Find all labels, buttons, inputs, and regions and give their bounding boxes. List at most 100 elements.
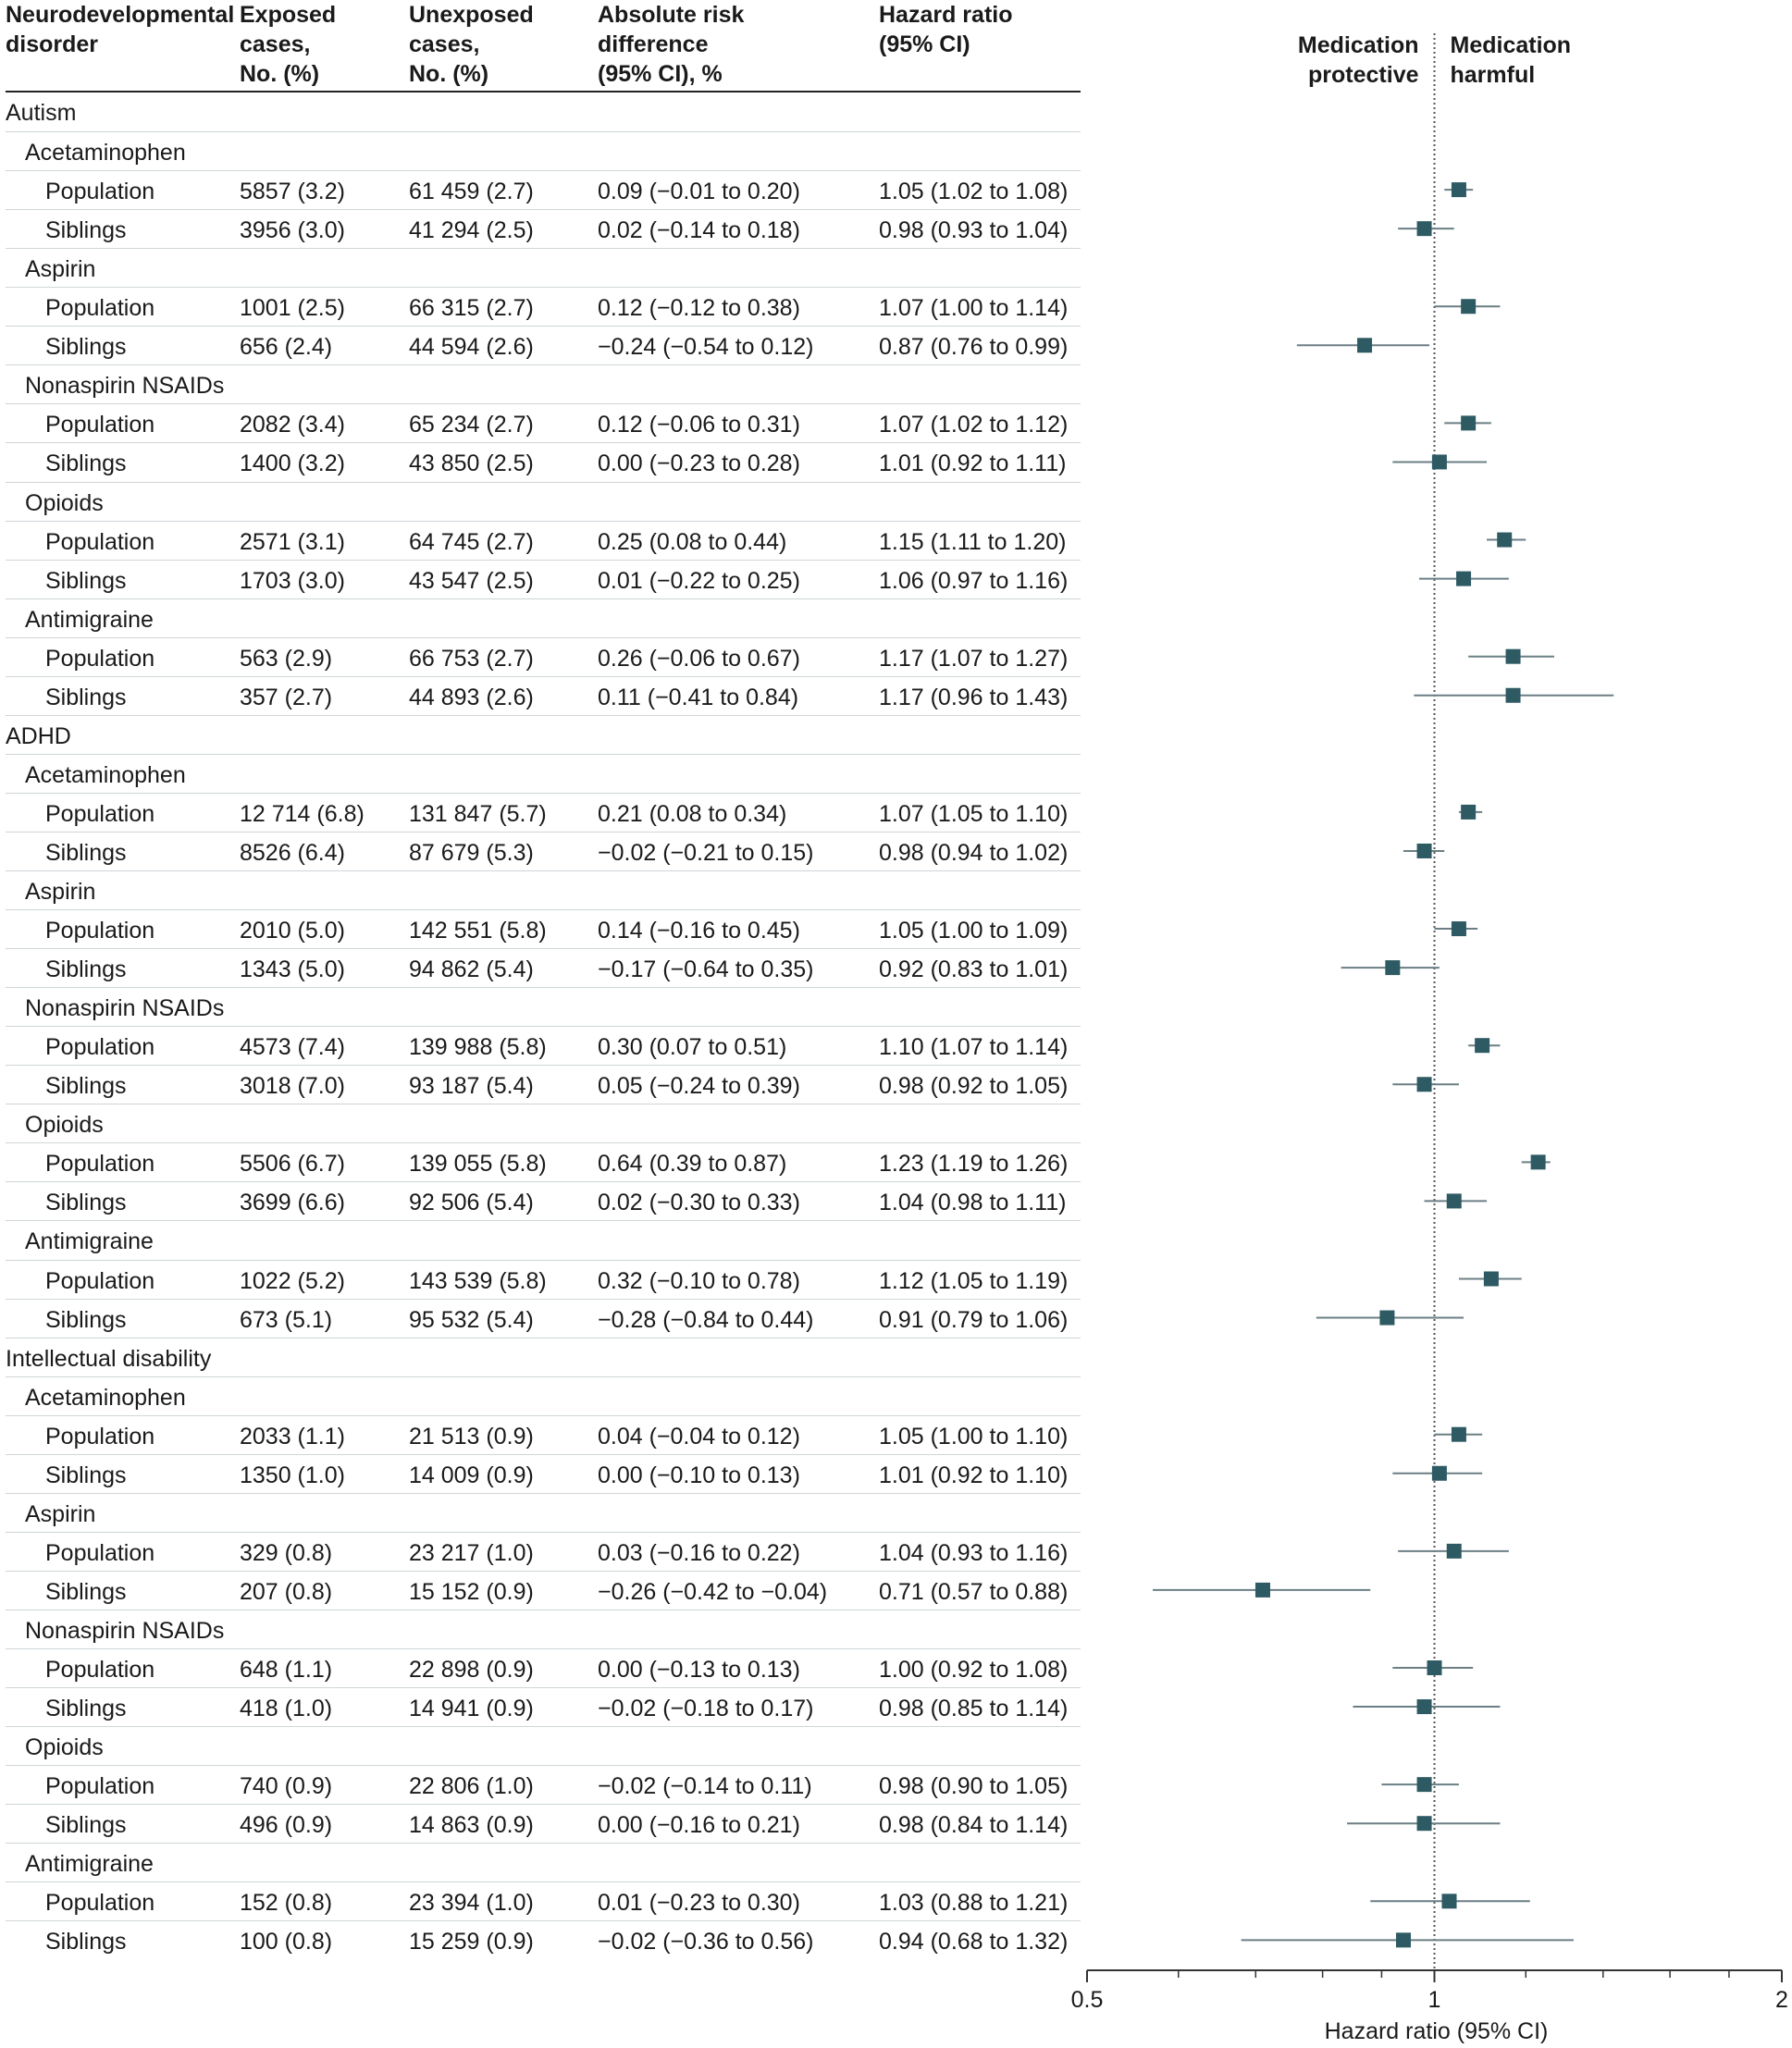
medication-label: Antimigraine <box>25 1228 154 1255</box>
disorder-heading-row: Autism <box>6 93 1081 131</box>
medication-heading-row: Opioids <box>6 481 1081 522</box>
unexposed-cases-cell: 131 847 (5.7) <box>409 800 547 827</box>
table-row: Siblings 3956 (3.0) 41 294 (2.5) 0.02 (−0.1… <box>6 209 1081 249</box>
exposed-cases-cell: 3699 (6.6) <box>240 1190 345 1216</box>
medication-label: Acetaminophen <box>25 1384 186 1411</box>
exposed-cases-cell: 357 (2.7) <box>240 684 333 710</box>
medication-heading-row: Acetaminophen <box>6 1376 1081 1416</box>
hazard-ratio-marker <box>1497 532 1513 548</box>
table-row: Population 5506 (6.7) 139 055 (5.8) 0.64 (0… <box>6 1142 1081 1182</box>
table-row: Population 152 (0.8) 23 394 (1.0) 0.01 (−0.… <box>6 1881 1081 1921</box>
hazard-ratio-cell: 1.05 (1.02 to 1.08) <box>879 179 1069 205</box>
table-row: Siblings 3018 (7.0) 93 187 (5.4) 0.05 (−0.2… <box>6 1065 1081 1104</box>
hazard-ratio-cell: 0.98 (0.92 to 1.05) <box>879 1073 1069 1100</box>
unexposed-cases-cell: 139 055 (5.8) <box>409 1151 547 1178</box>
table-row: Population 740 (0.9) 22 806 (1.0) −0.02 (−0… <box>6 1765 1081 1805</box>
table-row: Siblings 8526 (6.4) 87 679 (5.3) −0.02 (−0.… <box>6 831 1081 871</box>
cohort-label: Population <box>45 1890 155 1917</box>
risk-difference-cell: 0.32 (−0.10 to 0.78) <box>598 1267 800 1294</box>
disorder-heading-row: Intellectual disability <box>6 1337 1081 1377</box>
cohort-label: Population <box>45 1539 155 1566</box>
unexposed-cases-cell: 93 187 (5.4) <box>409 1073 534 1100</box>
risk-difference-cell: 0.14 (−0.16 to 0.45) <box>598 918 800 944</box>
hazard-ratio-cell: 1.01 (0.92 to 1.11) <box>879 450 1067 477</box>
unexposed-cases-cell: 14 009 (0.9) <box>409 1462 534 1488</box>
medication-label: Acetaminophen <box>25 761 186 788</box>
table-row: Siblings 3699 (6.6) 92 506 (5.4) 0.02 (−0.3… <box>6 1181 1081 1221</box>
unexposed-cases-cell: 22 898 (0.9) <box>409 1657 534 1683</box>
hazard-ratio-cell: 0.71 (0.57 to 0.88) <box>879 1578 1069 1605</box>
exposed-cases-cell: 656 (2.4) <box>240 334 333 361</box>
hazard-ratio-cell: 1.07 (1.05 to 1.10) <box>879 800 1069 827</box>
hazard-ratio-cell: 1.00 (0.92 to 1.08) <box>879 1657 1069 1683</box>
exposed-cases-cell: 563 (2.9) <box>240 645 333 672</box>
hazard-ratio-marker <box>1379 1310 1395 1326</box>
medication-heading-row: Aspirin <box>6 248 1081 288</box>
header-exposed: Exposed cases, No. (%) <box>240 2 337 87</box>
medication-label: Aspirin <box>25 879 96 905</box>
cohort-label: Population <box>45 1034 155 1061</box>
risk-difference-cell: 0.00 (−0.16 to 0.21) <box>598 1812 800 1839</box>
unexposed-cases-cell: 14 863 (0.9) <box>409 1812 534 1839</box>
unexposed-cases-cell: 43 547 (2.5) <box>409 567 534 594</box>
cohort-label: Population <box>45 1151 155 1178</box>
hazard-ratio-cell: 1.04 (0.98 to 1.11) <box>879 1190 1067 1216</box>
exposed-cases-cell: 2010 (5.0) <box>240 918 345 944</box>
cohort-label: Siblings <box>45 1929 127 1955</box>
unexposed-cases-cell: 23 394 (1.0) <box>409 1890 534 1917</box>
hazard-ratio-marker <box>1446 1193 1462 1209</box>
unexposed-cases-cell: 15 259 (0.9) <box>409 1929 534 1955</box>
cohort-label: Siblings <box>45 1696 127 1722</box>
exposed-cases-cell: 8526 (6.4) <box>240 839 345 866</box>
hazard-ratio-marker <box>1427 1660 1442 1675</box>
table-row: Siblings 1703 (3.0) 43 547 (2.5) 0.01 (−0.2… <box>6 559 1081 599</box>
medication-heading-row: Nonaspirin NSAIDs <box>6 364 1081 404</box>
hazard-ratio-cell: 1.15 (1.11 to 1.20) <box>879 528 1067 555</box>
hazard-ratio-cell: 1.01 (0.92 to 1.10) <box>879 1462 1069 1488</box>
table-row: Population 12 714 (6.8) 131 847 (5.7) 0.21 … <box>6 792 1081 833</box>
exposed-cases-cell: 1400 (3.2) <box>240 450 345 477</box>
hazard-ratio-marker <box>1505 687 1521 703</box>
risk-difference-cell: 0.00 (−0.10 to 0.13) <box>598 1462 800 1488</box>
header-hr: Hazard ratio (95% CI) <box>879 2 1013 57</box>
risk-difference-cell: −0.17 (−0.64 to 0.35) <box>598 956 814 983</box>
exposed-cases-cell: 207 (0.8) <box>240 1578 333 1605</box>
exposed-cases-cell: 1022 (5.2) <box>240 1267 345 1294</box>
cohort-label: Siblings <box>45 334 127 361</box>
risk-difference-cell: −0.24 (−0.54 to 0.12) <box>598 334 814 361</box>
unexposed-cases-cell: 95 532 (5.4) <box>409 1306 534 1333</box>
hazard-ratio-cell: 1.05 (1.00 to 1.09) <box>879 918 1069 944</box>
medication-label: Nonaspirin NSAIDs <box>25 1617 225 1644</box>
medication-heading-row: Opioids <box>6 1104 1081 1143</box>
hazard-ratio-marker <box>1254 1582 1270 1598</box>
unexposed-cases-cell: 143 539 (5.8) <box>409 1267 547 1294</box>
risk-difference-cell: 0.01 (−0.22 to 0.25) <box>598 567 800 594</box>
risk-difference-cell: −0.02 (−0.18 to 0.17) <box>598 1696 814 1722</box>
hazard-ratio-marker <box>1416 1777 1432 1793</box>
medication-label: Aspirin <box>25 1500 96 1527</box>
hazard-ratio-marker <box>1441 1894 1457 1909</box>
hazard-ratio-cell: 1.12 (1.05 to 1.19) <box>879 1267 1069 1294</box>
table-row: Siblings 207 (0.8) 15 152 (0.9) −0.26 (−0.4… <box>6 1570 1081 1610</box>
cohort-label: Siblings <box>45 1578 127 1605</box>
risk-difference-cell: −0.02 (−0.14 to 0.11) <box>598 1773 812 1800</box>
medication-label: Opioids <box>25 1734 104 1761</box>
header-disorder: Neurodevelopmental disorder <box>6 2 235 57</box>
risk-difference-cell: 0.02 (−0.30 to 0.33) <box>598 1190 800 1216</box>
risk-difference-cell: 0.09 (−0.01 to 0.20) <box>598 179 800 205</box>
table-row: Siblings 357 (2.7) 44 893 (2.6) 0.11 (−0.41… <box>6 675 1081 716</box>
hazard-ratio-cell: 0.94 (0.68 to 1.32) <box>879 1929 1069 1955</box>
hazard-ratio-marker <box>1461 804 1477 820</box>
x-axis-title: Hazard ratio (95% CI) <box>1325 2018 1549 2044</box>
cohort-label: Population <box>45 1267 155 1294</box>
risk-difference-cell: 0.12 (−0.06 to 0.31) <box>598 412 800 438</box>
risk-difference-cell: 0.30 (0.07 to 0.51) <box>598 1034 787 1061</box>
medication-label: Antimigraine <box>25 606 154 633</box>
cohort-label: Siblings <box>45 217 127 244</box>
unexposed-cases-cell: 64 745 (2.7) <box>409 528 534 555</box>
risk-difference-cell: 0.02 (−0.14 to 0.18) <box>598 217 800 244</box>
exposed-cases-cell: 496 (0.9) <box>240 1812 333 1839</box>
hazard-ratio-cell: 0.87 (0.76 to 0.99) <box>879 334 1069 361</box>
cohort-label: Siblings <box>45 1190 127 1216</box>
